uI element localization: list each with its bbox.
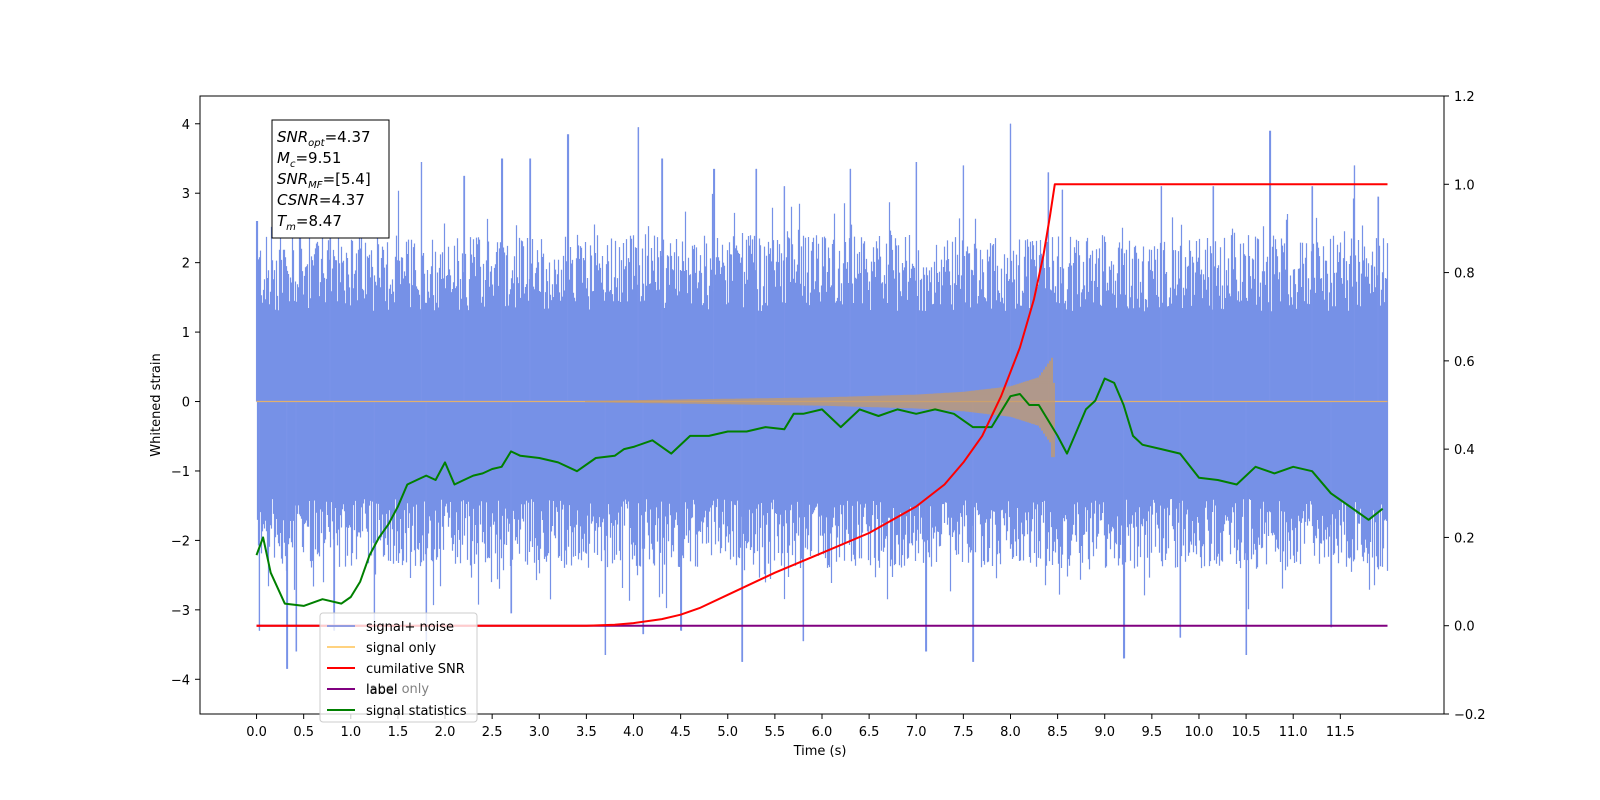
x-tick-label: 8.5 [1047, 725, 1068, 740]
x-tick-label: 8.0 [1000, 725, 1021, 740]
x-tick-label: 1.0 [340, 725, 361, 740]
x-tick-label: 2.0 [435, 725, 456, 740]
y-left-tick-label: −2 [171, 534, 190, 549]
x-axis: 0.0 0.5 1.0 1.5 2.0 2.5 3.0 3.5 4.0 4.5 5.0 5.5 6.0 6… [246, 714, 1355, 740]
y-left-tick-label: −4 [171, 673, 190, 688]
y-left-tick-label: −1 [171, 465, 190, 480]
x-tick-label: 5.5 [765, 725, 786, 740]
x-tick-label: 5.0 [717, 725, 738, 740]
legend: label only signal+ noise signal only cumila… [319, 612, 478, 723]
annotation-frame [271, 119, 390, 239]
y-left-tick-label: 2 [182, 257, 190, 272]
y-axis-label: Whitened strain [149, 353, 164, 456]
x-tick-label: 11.5 [1326, 725, 1355, 740]
x-tick-label: 3.5 [576, 725, 597, 740]
series-signal-only [256, 357, 1388, 458]
y-left-tick-label: 0 [182, 396, 190, 411]
x-tick-label: 11.0 [1279, 725, 1308, 740]
legend-label: cumilative SNR [366, 662, 465, 677]
x-tick-label: 0.0 [246, 725, 267, 740]
signal-chirp [585, 357, 1055, 458]
x-tick-label: 7.5 [953, 725, 974, 740]
y-right-tick-label: 0.0 [1454, 620, 1475, 635]
x-tick-label: 1.5 [388, 725, 409, 740]
legend-frame [319, 612, 478, 723]
y-right-tick-label: 1.0 [1454, 178, 1475, 193]
y-left-tick-label: 1 [182, 326, 190, 341]
annotation-line: Mc=9.51 [277, 149, 341, 170]
x-tick-label: 10.0 [1184, 725, 1213, 740]
x-tick-label: 0.5 [293, 725, 314, 740]
y-left-tick-label: −3 [171, 604, 190, 619]
annotation-line: CSNR=4.37 [277, 191, 365, 209]
annotation-line: SNRopt=4.37 [277, 128, 371, 149]
series-signal-statistics [255, 377, 1384, 607]
y-left-tick-label: 4 [182, 118, 190, 133]
x-tick-label: 2.5 [482, 725, 503, 740]
y-left-tick-label: 3 [182, 187, 190, 202]
y-right-tick-label: 0.8 [1454, 267, 1475, 282]
series-cumulative-snr [256, 183, 1388, 627]
x-tick-label: 7.0 [906, 725, 927, 740]
legend-label: signal only [366, 641, 436, 656]
x-tick-label: 9.0 [1094, 725, 1115, 740]
legend-label: label [366, 683, 397, 698]
legend-label: signal+ noise [366, 620, 454, 635]
y-axis-left: −4 −3 −2 −1 0 1 2 3 4 [171, 118, 200, 688]
legend-hidden-text: label only [366, 682, 429, 697]
y-right-tick-label: 1.2 [1454, 90, 1475, 105]
y-right-tick-label: 0.4 [1454, 443, 1475, 458]
y-right-tick-label: 0.6 [1454, 355, 1475, 370]
annotation-line: Tm=8.47 [277, 212, 342, 233]
x-axis-label: Time (s) [793, 744, 847, 759]
x-tick-label: 4.0 [623, 725, 644, 740]
legend-label: signal statistics [366, 704, 467, 719]
x-tick-label: 6.0 [812, 725, 833, 740]
y-right-tick-label: −0.2 [1454, 708, 1486, 723]
x-tick-label: 9.5 [1142, 725, 1163, 740]
x-tick-label: 3.0 [529, 725, 550, 740]
x-tick-label: 10.5 [1232, 725, 1261, 740]
x-tick-label: 6.5 [859, 725, 880, 740]
y-right-tick-label: 0.2 [1454, 531, 1475, 546]
annotation-line: SNRMF=[5.4] [277, 170, 371, 191]
x-tick-label: 4.5 [670, 725, 691, 740]
y-axis-right: −0.2 0.0 0.2 0.4 0.6 0.8 1.0 1.2 [1444, 90, 1486, 723]
